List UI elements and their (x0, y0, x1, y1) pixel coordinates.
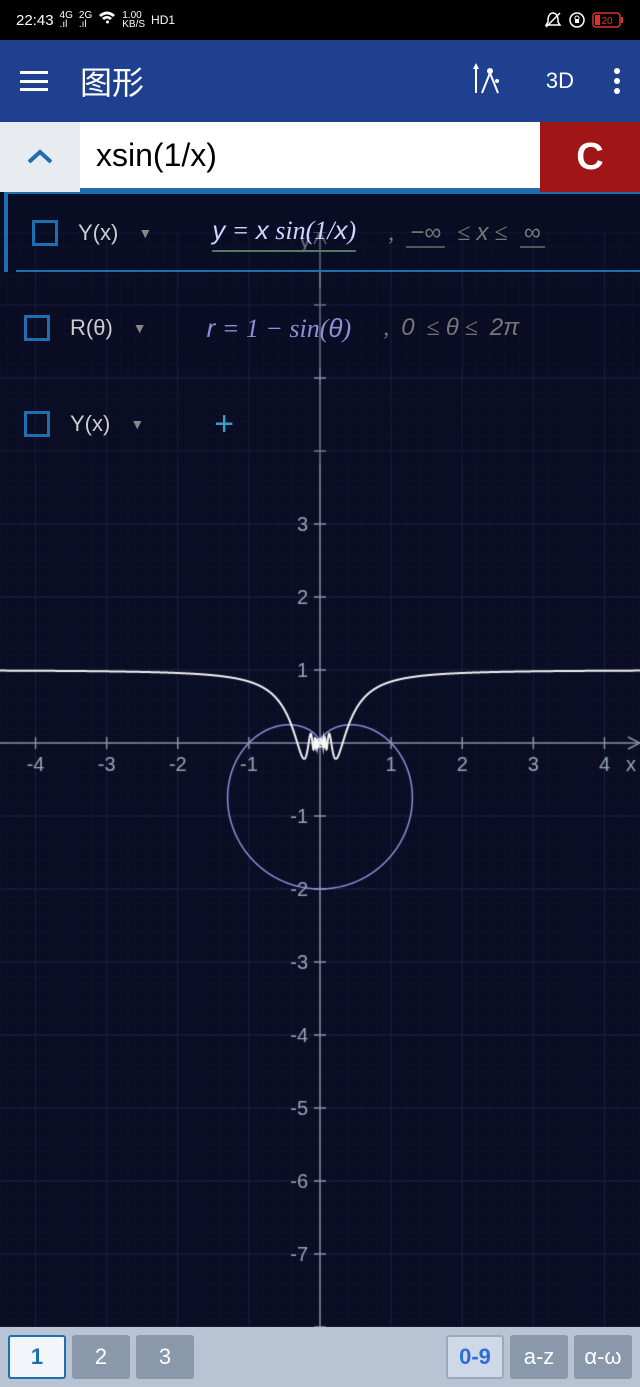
function-row[interactable]: R(θ) ▼ r = 1 − sin(θ) , 0 ≤ θ ≤ 2π (0, 288, 640, 368)
app-header: 图形 3D (0, 40, 640, 122)
expression-input[interactable]: xsin(1/x) (80, 122, 540, 192)
overflow-menu-icon[interactable] (614, 68, 620, 94)
page-title: 图形 (80, 58, 438, 104)
net-speed: 1.00KB/S (122, 11, 145, 29)
chevron-down-icon: ▼ (138, 225, 152, 241)
battery-icon: 20 (592, 12, 624, 28)
wifi-icon (98, 11, 116, 29)
function-expression[interactable]: y = x sin(1/x) (212, 215, 356, 252)
expression-input-bar: xsin(1/x) C (0, 122, 640, 192)
function-row[interactable]: Y(x) ▼ + (0, 384, 640, 464)
function-type-dropdown[interactable]: Y(x) (78, 220, 118, 246)
chevron-down-icon: ▼ (133, 320, 147, 336)
function-domain[interactable]: , 0 ≤ θ ≤ 2π (383, 314, 519, 342)
mode-3d-button[interactable]: 3D (546, 68, 574, 94)
tab-1[interactable]: 1 (8, 1335, 66, 1379)
function-type-dropdown[interactable]: R(θ) (70, 315, 113, 341)
chevron-down-icon: ▼ (130, 416, 144, 432)
function-domain[interactable]: , −∞ ≤ x ≤ ∞ (388, 219, 545, 247)
visibility-checkbox[interactable] (24, 315, 50, 341)
visibility-checkbox[interactable] (32, 220, 58, 246)
clock: 22:43 (16, 12, 54, 29)
function-type-dropdown[interactable]: Y(x) (70, 411, 110, 437)
function-expression[interactable]: r = 1 − sin(θ) (207, 313, 352, 344)
hd-badge: HD1 (151, 13, 175, 27)
status-bar: 22:43 4G.ıl 2G.ıl 1.00KB/S HD1 20 (0, 0, 640, 40)
visibility-checkbox[interactable] (24, 411, 50, 437)
mute-icon (544, 11, 562, 29)
signal-2g: 2G.ıl (79, 11, 92, 29)
svg-text:20: 20 (601, 16, 613, 27)
group-numeric[interactable]: 0-9 (446, 1335, 504, 1379)
clear-button[interactable]: C (540, 122, 640, 192)
group-latin[interactable]: a-z (510, 1335, 568, 1379)
tab-2[interactable]: 2 (72, 1335, 130, 1379)
keyboard-tabs: 1 2 3 0-9 a-z α-ω (0, 1327, 640, 1387)
group-greek[interactable]: α-ω (574, 1335, 632, 1379)
lock-rotate-icon (568, 11, 586, 29)
function-row[interactable]: Y(x) ▼ y = x sin(1/x) , −∞ ≤ x ≤ ∞ (4, 192, 640, 272)
function-list: Y(x) ▼ y = x sin(1/x) , −∞ ≤ x ≤ ∞ R(θ) … (0, 192, 640, 464)
collapse-icon[interactable] (0, 122, 80, 192)
menu-icon[interactable] (20, 71, 48, 91)
tab-3[interactable]: 3 (136, 1335, 194, 1379)
add-function-button[interactable]: + (214, 405, 234, 444)
compass-icon[interactable] (470, 61, 506, 102)
signal-4g: 4G.ıl (60, 11, 73, 29)
